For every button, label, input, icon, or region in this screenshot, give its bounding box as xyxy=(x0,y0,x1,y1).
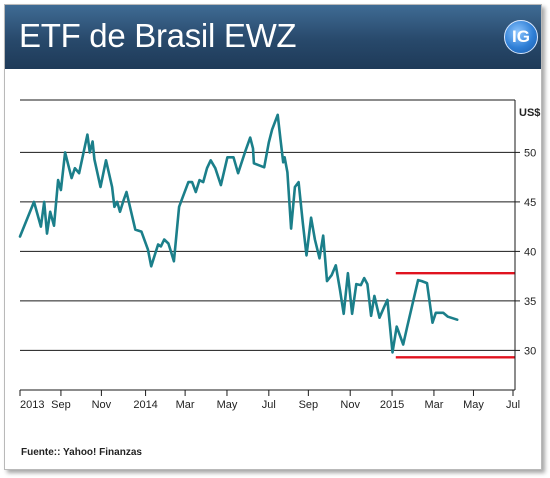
y-tick-label: 45 xyxy=(524,197,536,209)
x-tick-label: May xyxy=(217,399,238,411)
title-bar: ETF de Brasil EWZ IG xyxy=(5,5,541,69)
x-tick-label: Jul xyxy=(506,399,520,411)
source-note: Fuente:: Yahoo! Finanzas xyxy=(21,447,142,458)
x-tick-label: Sep xyxy=(299,399,319,411)
y-tick-label: 30 xyxy=(524,345,536,357)
price-series-line xyxy=(18,113,459,354)
y-tick-label: 50 xyxy=(524,147,536,159)
x-axis: 2013 Sep Nov 2014 Mar May Jul Sep Nov 2015 Mar May J… xyxy=(19,389,520,411)
y-tick-label: 35 xyxy=(524,296,536,308)
x-tick-label: Nov xyxy=(340,399,360,411)
x-tick-label: Jul xyxy=(262,399,276,411)
series-group xyxy=(18,113,459,354)
x-tick-label: Sep xyxy=(51,399,71,411)
x-tick-label: May xyxy=(463,399,484,411)
ig-logo: IG xyxy=(504,20,538,54)
x-tick-label: Nov xyxy=(92,399,112,411)
y-tick-label: 40 xyxy=(524,246,536,258)
y-axis: 30 35 40 45 50 US$ xyxy=(514,100,540,390)
chart-title: ETF de Brasil EWZ xyxy=(19,17,297,54)
chart-card: ETF de Brasil EWZ IG 2013 Sep Nov 2014 Mar Ma… xyxy=(4,4,542,470)
x-tick-label: 2015 xyxy=(380,399,404,411)
x-tick-label: Mar xyxy=(176,399,195,411)
band-lines xyxy=(395,271,515,359)
x-tick-label: Mar xyxy=(424,399,443,411)
x-tick-label: 2014 xyxy=(133,399,157,411)
y-unit-label: US$ xyxy=(519,107,540,119)
chart-plot: 2013 Sep Nov 2014 Mar May Jul Sep Nov 2015 Mar May J… xyxy=(18,99,540,411)
x-tick-label: 2013 xyxy=(20,399,44,411)
